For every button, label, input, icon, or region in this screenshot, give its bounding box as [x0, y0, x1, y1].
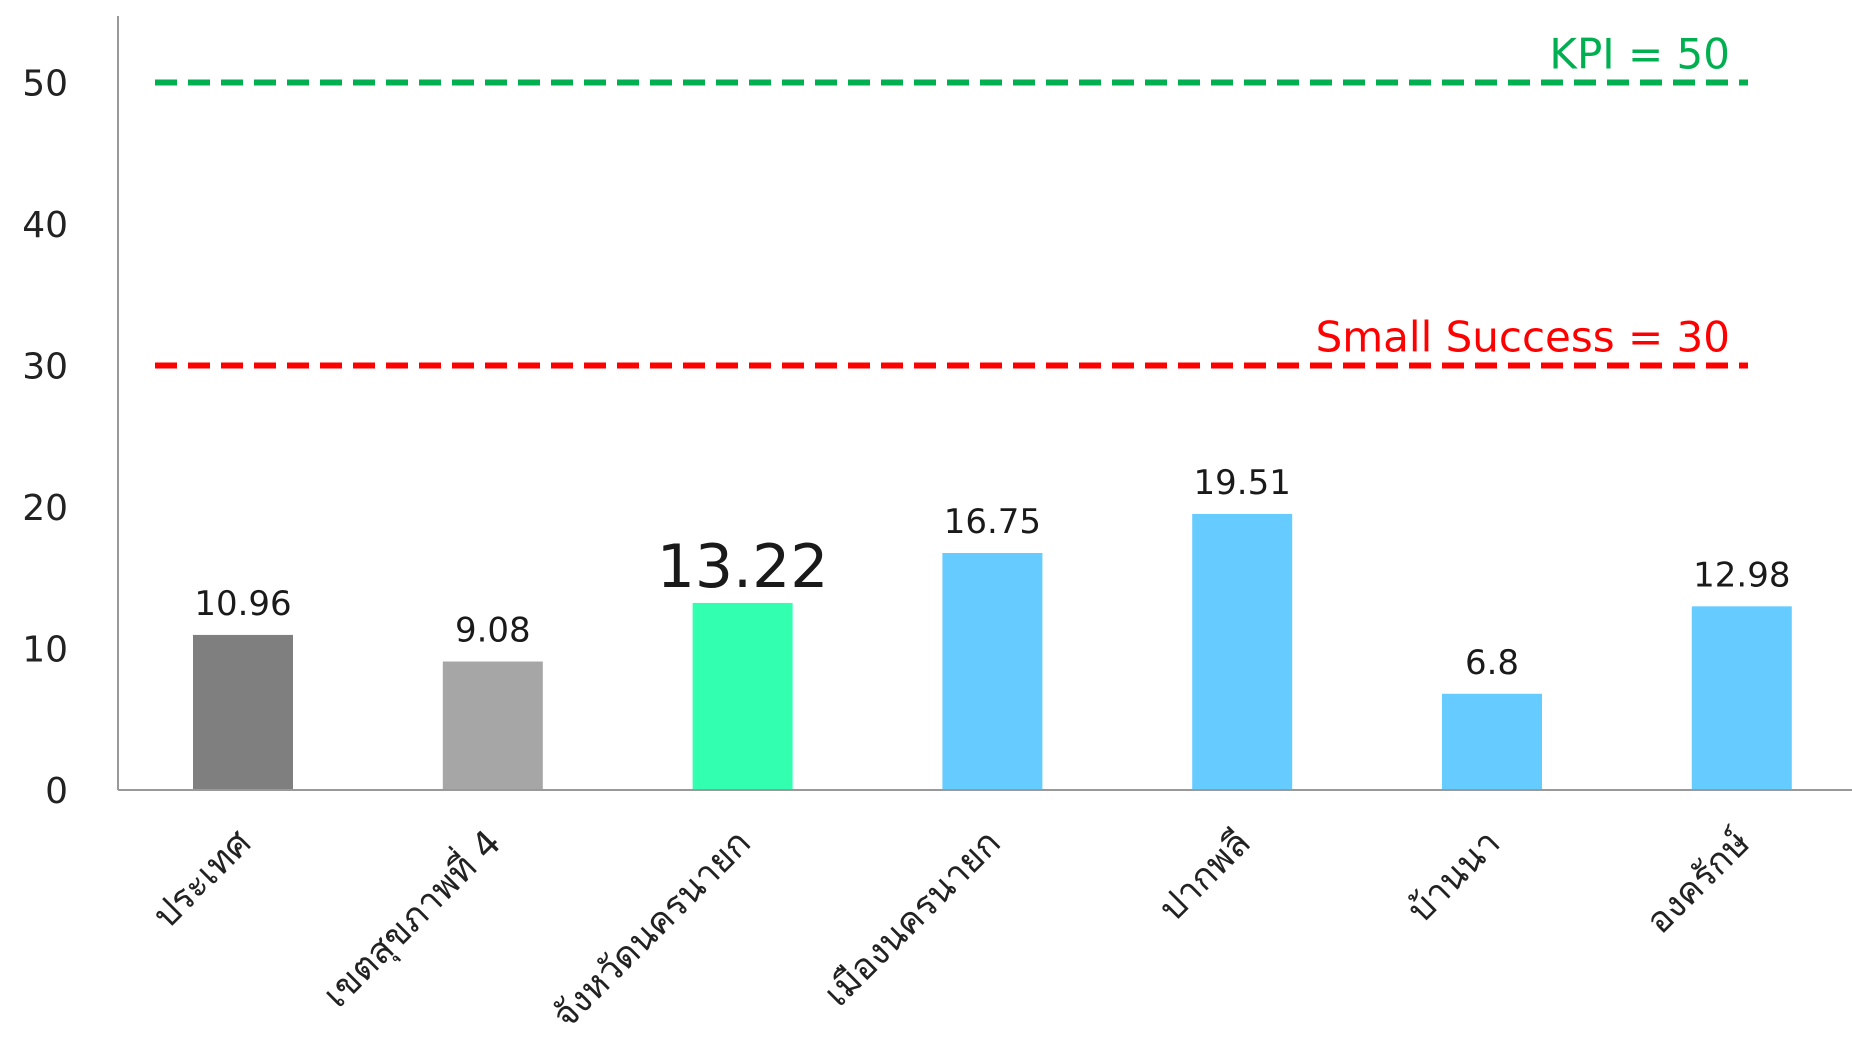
- bar-6: [1691, 606, 1792, 790]
- data-label-4: 19.51: [1194, 463, 1291, 503]
- reference-lines: KPI = 50 Small Success = 30: [155, 30, 1748, 369]
- data-label-5: 6.8: [1465, 643, 1519, 683]
- axes: [117, 16, 1852, 791]
- x-tick-label-3: เมืองนครนายก: [816, 822, 1008, 1014]
- x-tick-label-0: ประเทศ: [145, 822, 259, 936]
- y-tick-label-5: 50: [22, 64, 68, 105]
- x-tick-label-5: บ้านนา: [1400, 822, 1509, 931]
- labels: 10.96 9.08 13.22 16.75 19.51 6.8 12.98 0 10 20 30 4…: [22, 64, 1790, 1037]
- data-label-0: 10.96: [194, 584, 291, 624]
- reference-line-label-0: KPI = 50: [1549, 30, 1730, 79]
- bar-5: [1442, 693, 1542, 790]
- bar-3: [942, 552, 1043, 790]
- x-tick-label-4: ปากพลี: [1151, 822, 1258, 929]
- y-tick-label-2: 20: [22, 488, 68, 529]
- y-tick-label-3: 30: [22, 347, 68, 388]
- bar-1: [442, 661, 543, 790]
- bar-4: [1192, 513, 1293, 790]
- bar-0: [193, 634, 293, 790]
- y-tick-label-1: 10: [22, 630, 68, 671]
- data-label-1: 9.08: [455, 611, 531, 651]
- x-tick-label-2: จังหวัดนครนายก: [545, 822, 759, 1036]
- x-tick-label-6: องครักษ์: [1639, 822, 1759, 942]
- reference-line-label-1: Small Success = 30: [1316, 313, 1730, 362]
- data-label-6: 12.98: [1693, 555, 1790, 595]
- data-label-3: 16.75: [944, 502, 1041, 542]
- y-tick-label-0: 0: [45, 771, 68, 812]
- y-tick-label-4: 40: [22, 205, 68, 246]
- bar-2: [692, 602, 793, 790]
- bars: [193, 513, 1792, 790]
- data-label-2: 13.22: [657, 532, 829, 602]
- x-tick-label-1: เขตสุขภาพที่ 4: [312, 819, 510, 1017]
